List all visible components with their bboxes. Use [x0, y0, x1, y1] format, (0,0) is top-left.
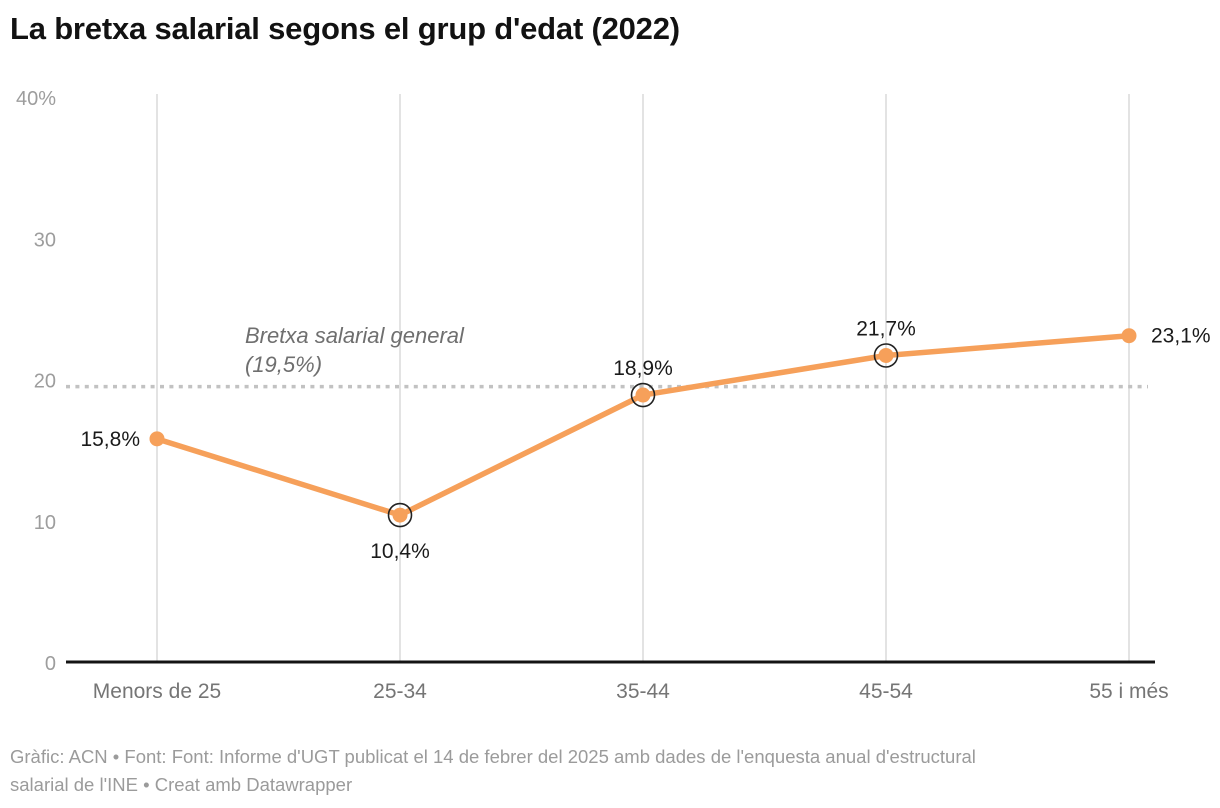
data-point: [635, 387, 651, 403]
chart-title: La bretxa salarial segons el grup d'edat…: [10, 11, 680, 46]
data-point-label: 23,1%: [1151, 325, 1211, 348]
chart-footer: Gràfic: ACN • Font: Font: Informe d'UGT …: [10, 743, 1170, 798]
x-category-label: 25-34: [373, 680, 427, 703]
data-point-label: 10,4%: [370, 540, 430, 563]
y-tick-label: 20: [34, 371, 56, 393]
footer-line-1: Gràfic: ACN • Font: Font: Informe d'UGT …: [10, 746, 976, 767]
data-point: [1121, 328, 1137, 344]
y-tick-label: 0: [45, 653, 56, 675]
data-point: [149, 431, 165, 447]
reference-annotation-line: (19,5%): [245, 352, 322, 377]
y-tick-label: 10: [34, 512, 56, 534]
reference-annotation-line: Bretxa salarial general: [245, 323, 465, 348]
footer-line-2: salarial de l'INE • Creat amb Datawrappe…: [10, 773, 353, 795]
x-category-label: Menors de 25: [93, 680, 221, 703]
data-point-ring: [630, 382, 656, 408]
y-tick-label: 40%: [16, 88, 56, 110]
x-category-label: 35-44: [616, 680, 670, 703]
x-category-label: 45-54: [859, 680, 913, 703]
x-category-label: 55 i més: [1089, 680, 1168, 703]
data-point: [878, 347, 894, 363]
data-point-ring: [873, 343, 899, 368]
data-point-ring: [387, 502, 413, 528]
chart-canvas: 0 10 20 30 40% Bretxa salarial general (19,5%)…: [16, 88, 1211, 703]
y-tick-label: 30: [34, 229, 56, 251]
data-point: [392, 507, 408, 523]
line-chart: 0 10 20 30 40% Bretxa salarial general (19,5%)…: [0, 80, 1220, 730]
data-point-label: 15,8%: [80, 428, 140, 451]
data-point-label: 18,9%: [613, 357, 673, 380]
data-point-label: 21,7%: [856, 317, 916, 340]
